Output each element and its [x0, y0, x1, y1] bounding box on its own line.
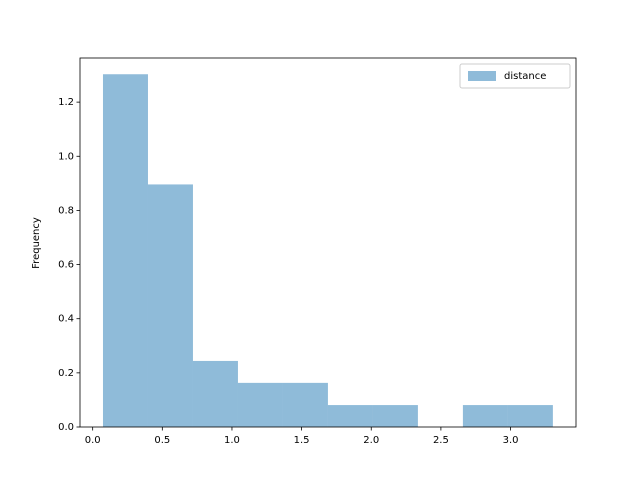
bar — [507, 405, 553, 427]
axes-frame — [79, 57, 577, 428]
y-tick-label: 0.4 — [58, 314, 74, 325]
bar — [462, 405, 508, 427]
bar — [192, 360, 238, 427]
y-tick-label: 0.6 — [58, 260, 74, 271]
y-axis-label: Frequency — [31, 217, 42, 269]
legend-label: distance — [504, 71, 546, 82]
bar — [282, 382, 328, 427]
x-tick-label: 2.0 — [363, 435, 379, 446]
bar — [147, 184, 193, 427]
y-tick-label: 0.2 — [58, 368, 74, 379]
y-tick-label: 1.0 — [58, 151, 74, 162]
y-tick-label: 1.2 — [58, 97, 74, 108]
bar — [102, 74, 148, 427]
x-tick-label: 1.0 — [224, 435, 240, 446]
x-tick-label: 3.0 — [503, 435, 519, 446]
y-tick-label: 0.0 — [58, 422, 74, 433]
bar — [372, 405, 418, 427]
x-tick-label: 1.5 — [294, 435, 310, 446]
x-tick-label: 2.5 — [433, 435, 449, 446]
y-tick-label: 0.8 — [58, 205, 74, 216]
bar — [237, 382, 283, 427]
legend-swatch — [468, 71, 496, 81]
x-tick-label: 0.5 — [154, 435, 170, 446]
bar — [327, 405, 373, 427]
legend-box — [459, 63, 571, 89]
x-tick-label: 0.0 — [85, 435, 101, 446]
